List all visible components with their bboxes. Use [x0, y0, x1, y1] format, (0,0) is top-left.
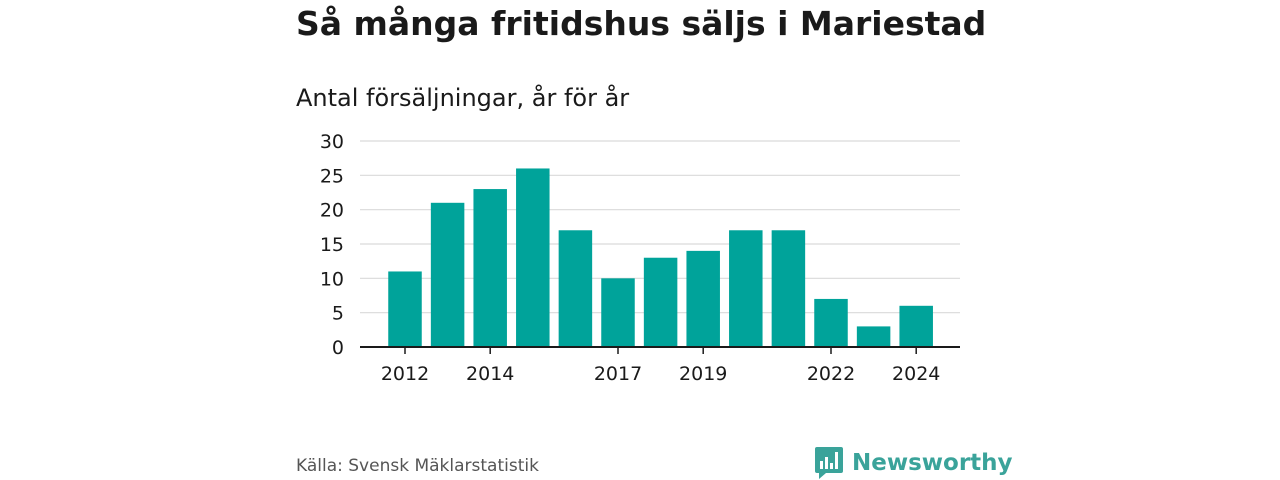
bar-chart: 0 5 10 15 20 25 30 2012 2014 2017 2019 2022 2024: [320, 131, 960, 385]
bar-2013: [430, 202, 465, 347]
brand-logo: Newsworthy: [814, 446, 1013, 480]
bar-2020: [729, 230, 763, 347]
y-tick-label: 0: [332, 337, 344, 359]
bar-2015: [516, 168, 550, 347]
bar-2022: [814, 298, 848, 347]
x-tick-label: 2022: [807, 363, 855, 385]
chart-title: Så många fritidshus säljs i Mariestad: [296, 4, 987, 43]
chart-subtitle: Antal försäljningar, år för år: [296, 84, 630, 112]
bars: [388, 168, 933, 347]
newsworthy-chart-bubble-icon: [815, 447, 843, 479]
bar-2024: [899, 305, 933, 347]
bar-2014: [473, 189, 507, 347]
bar-2017: [601, 278, 635, 347]
y-tick-label: 10: [320, 268, 344, 290]
y-tick-label: 30: [320, 131, 344, 153]
y-axis-ticks: 0 5 10 15 20 25 30: [320, 131, 344, 359]
y-tick-label: 25: [320, 165, 344, 187]
x-tick-label: 2012: [381, 363, 429, 385]
x-tick-label: 2017: [594, 363, 642, 385]
x-tick-label: 2014: [466, 363, 514, 385]
bar-2016: [558, 230, 593, 347]
bar-2018: [643, 257, 678, 347]
y-tick-label: 20: [320, 200, 344, 222]
bar-2023: [856, 326, 891, 347]
bar-2012: [388, 271, 422, 347]
y-tick-label: 5: [332, 303, 344, 325]
bar-2019: [686, 250, 720, 347]
y-tick-label: 15: [320, 234, 344, 256]
x-tick-label: 2019: [679, 363, 727, 385]
source-note: Källa: Svensk Mäklarstatistik: [296, 456, 539, 476]
x-tick-label: 2024: [892, 363, 940, 385]
bar-2021: [771, 230, 806, 347]
brand-name: Newsworthy: [852, 450, 1013, 476]
x-axis-ticks: 2012 2014 2017 2019 2022 2024: [381, 347, 940, 385]
